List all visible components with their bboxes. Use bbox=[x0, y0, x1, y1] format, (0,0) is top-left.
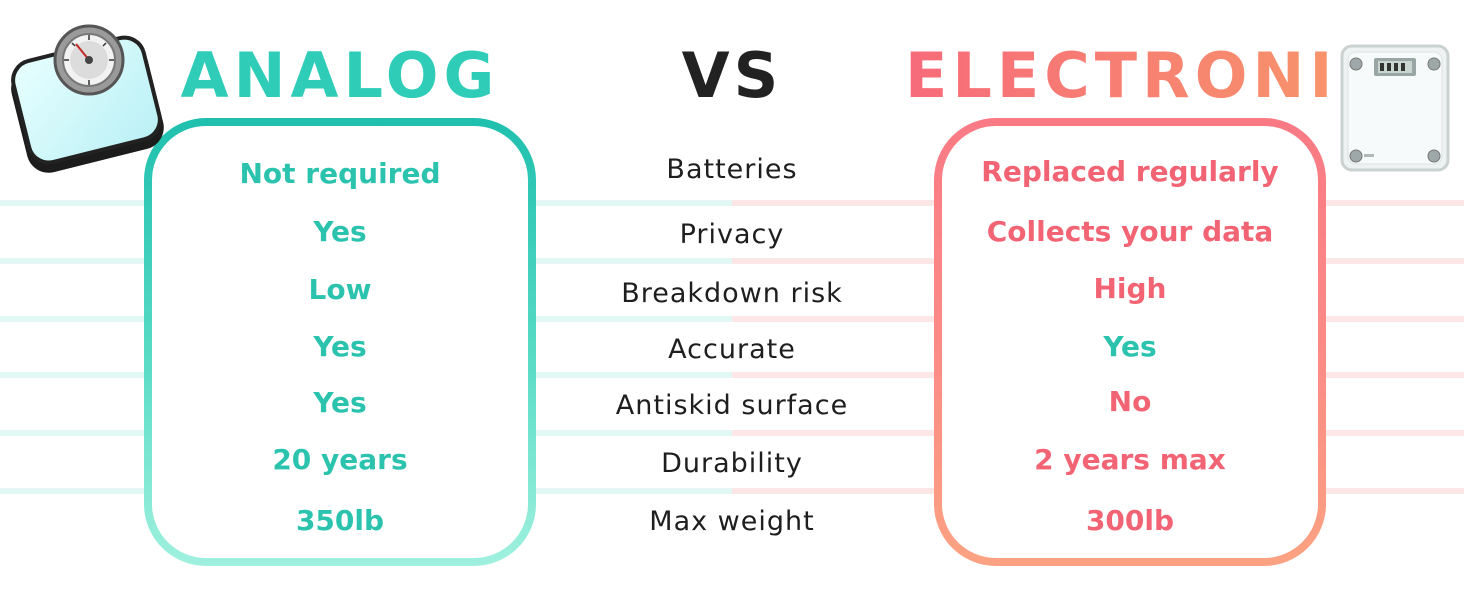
electronic-value-batteries: Replaced regularly bbox=[981, 155, 1279, 188]
electronic-value-durability: 2 years max bbox=[1034, 443, 1226, 476]
electronic-value-max-weight: 300lb bbox=[1085, 504, 1175, 537]
feature-label-accurate: Accurate bbox=[668, 334, 796, 365]
electronic-heading: ELECTRONIC bbox=[905, 39, 1388, 112]
analog-value-privacy: Yes bbox=[313, 215, 367, 248]
electronic-scale-icon bbox=[1340, 44, 1450, 172]
analog-heading: ANALOG bbox=[180, 39, 500, 112]
feature-label-durability: Durability bbox=[661, 448, 803, 479]
feature-label-max-weight: Max weight bbox=[649, 506, 815, 537]
feature-label-batteries: Batteries bbox=[666, 154, 798, 185]
analog-value-batteries: Not required bbox=[239, 157, 441, 190]
analog-value-breakdown-risk: Low bbox=[308, 273, 372, 306]
analog-value-accurate: Yes bbox=[313, 330, 367, 363]
electronic-value-accurate: Yes bbox=[1103, 330, 1157, 363]
electronic-value-breakdown-risk: High bbox=[1093, 272, 1167, 305]
analog-scale-icon bbox=[11, 24, 164, 173]
feature-label-breakdown-risk: Breakdown risk bbox=[621, 278, 843, 309]
vs-heading: VS bbox=[681, 39, 783, 112]
analog-value-max-weight: 350lb bbox=[295, 504, 385, 537]
electronic-column-box bbox=[934, 118, 1326, 566]
analog-value-durability: 20 years bbox=[272, 443, 408, 476]
analog-column-box bbox=[144, 118, 536, 566]
feature-label-privacy: Privacy bbox=[679, 219, 785, 250]
electronic-value-privacy: Collects your data bbox=[986, 215, 1274, 248]
analog-value-antiskid-surface: Yes bbox=[313, 386, 367, 419]
electronic-value-antiskid-surface: No bbox=[1108, 385, 1152, 418]
feature-label-antiskid-surface: Antiskid surface bbox=[615, 390, 849, 421]
